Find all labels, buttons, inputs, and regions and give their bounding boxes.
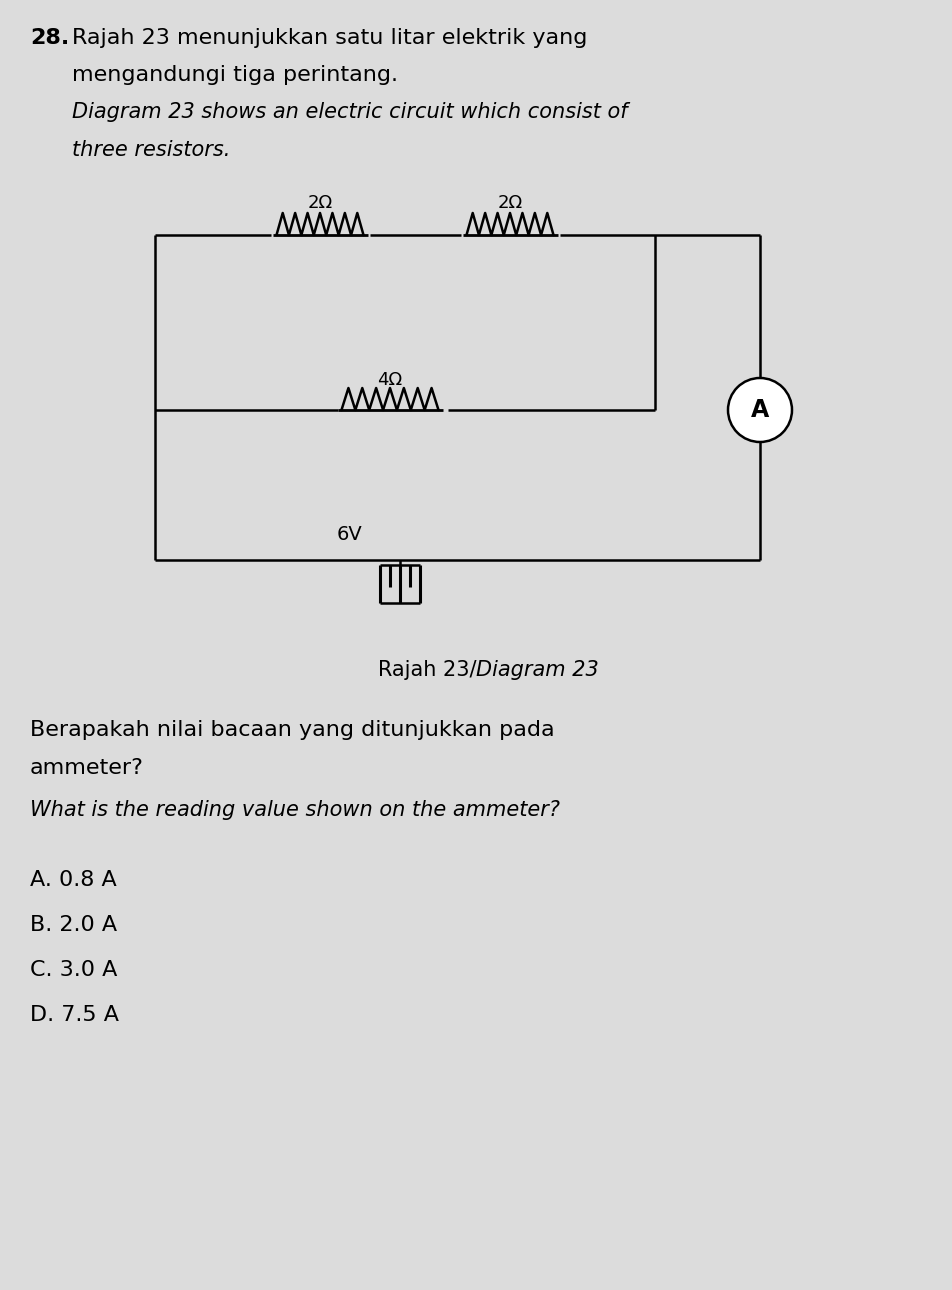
Text: 6V: 6V bbox=[337, 525, 363, 544]
Text: three resistors.: three resistors. bbox=[72, 141, 230, 160]
Text: Rajah 23/: Rajah 23/ bbox=[378, 660, 476, 680]
Text: 2Ω: 2Ω bbox=[307, 194, 332, 212]
Text: Diagram 23: Diagram 23 bbox=[476, 660, 599, 680]
Text: Berapakah nilai bacaan yang ditunjukkan pada: Berapakah nilai bacaan yang ditunjukkan … bbox=[30, 720, 555, 740]
Text: mengandungi tiga perintang.: mengandungi tiga perintang. bbox=[72, 64, 398, 85]
Text: Diagram 23 shows an electric circuit which consist of: Diagram 23 shows an electric circuit whi… bbox=[72, 102, 627, 123]
Text: B. 2.0 A: B. 2.0 A bbox=[30, 915, 117, 935]
Text: Rajah 23 menunjukkan satu litar elektrik yang: Rajah 23 menunjukkan satu litar elektrik… bbox=[72, 28, 587, 48]
Circle shape bbox=[728, 378, 792, 442]
Text: ammeter?: ammeter? bbox=[30, 759, 144, 778]
Text: A: A bbox=[751, 399, 769, 422]
Text: C. 3.0 A: C. 3.0 A bbox=[30, 960, 117, 980]
Text: 28.: 28. bbox=[30, 28, 69, 48]
Text: 4Ω: 4Ω bbox=[377, 372, 403, 390]
Text: D. 7.5 A: D. 7.5 A bbox=[30, 1005, 119, 1026]
Text: A. 0.8 A: A. 0.8 A bbox=[30, 869, 117, 890]
Text: What is the reading value shown on the ammeter?: What is the reading value shown on the a… bbox=[30, 800, 560, 820]
Text: 2Ω: 2Ω bbox=[498, 194, 523, 212]
